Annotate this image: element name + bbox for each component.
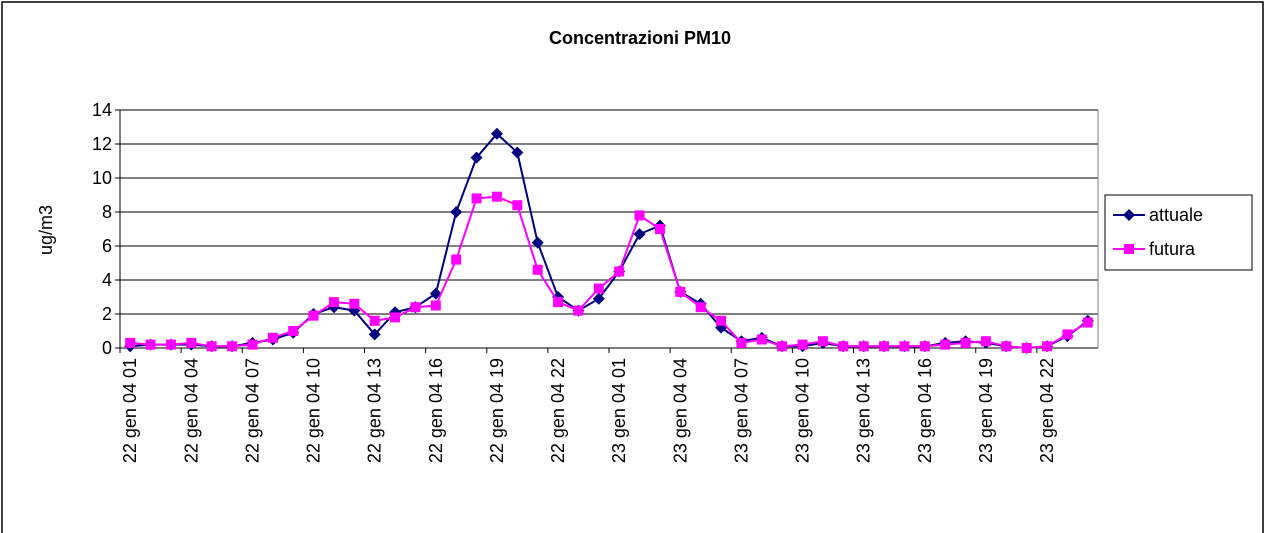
legend-box bbox=[1104, 194, 1253, 271]
data-point bbox=[125, 337, 136, 348]
x-tick-label: 22 gen 04 16 bbox=[426, 358, 446, 463]
data-point bbox=[817, 336, 828, 347]
data-point bbox=[450, 206, 463, 218]
data-point bbox=[349, 298, 360, 309]
data-point bbox=[308, 310, 319, 321]
x-tick-label: 23 gen 04 19 bbox=[976, 358, 996, 463]
data-point bbox=[675, 286, 686, 297]
data-point bbox=[980, 336, 991, 347]
data-point bbox=[1082, 317, 1093, 328]
x-tick-label: 23 gen 04 07 bbox=[731, 358, 751, 463]
data-point bbox=[247, 339, 258, 350]
data-point bbox=[368, 328, 381, 341]
data-point bbox=[634, 210, 645, 221]
data-point bbox=[592, 292, 605, 305]
x-tick-label: 22 gen 04 13 bbox=[365, 358, 385, 463]
data-point bbox=[940, 339, 951, 350]
data-point bbox=[899, 341, 910, 352]
data-point bbox=[879, 341, 890, 352]
y-tick-label: 0 bbox=[102, 338, 112, 358]
data-point bbox=[695, 302, 706, 313]
data-point bbox=[756, 334, 767, 345]
data-point bbox=[1062, 329, 1073, 340]
x-tick-label: 23 gen 04 16 bbox=[915, 358, 935, 463]
data-point bbox=[1021, 343, 1032, 353]
x-tick-label: 23 gen 04 01 bbox=[609, 358, 629, 463]
legend-label: attuale bbox=[1149, 205, 1203, 225]
data-point bbox=[960, 337, 971, 348]
data-point bbox=[777, 341, 788, 352]
data-point bbox=[532, 264, 543, 275]
data-point bbox=[614, 266, 625, 277]
data-point bbox=[531, 236, 544, 249]
data-point bbox=[471, 193, 482, 204]
data-point bbox=[390, 312, 401, 323]
data-point bbox=[858, 341, 869, 352]
data-point bbox=[716, 315, 727, 326]
data-point bbox=[490, 127, 503, 140]
y-tick-label: 2 bbox=[102, 304, 112, 324]
y-tick-label: 6 bbox=[102, 236, 112, 256]
data-point bbox=[1001, 341, 1012, 352]
data-point bbox=[491, 191, 502, 202]
data-point bbox=[369, 315, 380, 326]
data-point bbox=[511, 146, 524, 159]
data-point bbox=[573, 305, 584, 316]
data-point bbox=[512, 200, 523, 211]
data-point bbox=[227, 341, 238, 352]
data-point bbox=[328, 297, 339, 308]
x-tick-label: 23 gen 04 13 bbox=[854, 358, 874, 463]
chart-title: Concentrazioni PM10 bbox=[549, 28, 731, 48]
legend-marker bbox=[1123, 209, 1135, 221]
data-point bbox=[593, 283, 604, 294]
y-tick-label: 12 bbox=[92, 134, 112, 154]
data-point bbox=[919, 341, 930, 352]
y-tick-label: 4 bbox=[102, 270, 112, 290]
data-point bbox=[633, 228, 646, 241]
data-point bbox=[288, 326, 299, 336]
x-tick-label: 22 gen 04 04 bbox=[181, 358, 201, 463]
data-point bbox=[186, 337, 197, 348]
y-tick-label: 10 bbox=[92, 168, 112, 188]
data-point bbox=[165, 339, 176, 350]
x-tick-label: 22 gen 04 22 bbox=[548, 358, 568, 463]
data-point bbox=[470, 151, 483, 164]
y-axis-label: ug/m3 bbox=[36, 205, 56, 255]
data-point bbox=[451, 254, 462, 265]
x-tick-label: 22 gen 04 19 bbox=[487, 358, 507, 463]
x-tick-label: 22 gen 04 10 bbox=[304, 358, 324, 463]
data-point bbox=[410, 302, 421, 313]
x-tick-label: 22 gen 04 01 bbox=[120, 358, 140, 463]
y-tick-label: 8 bbox=[102, 202, 112, 222]
data-point bbox=[267, 332, 278, 343]
data-point bbox=[145, 339, 156, 350]
data-point bbox=[1042, 341, 1053, 352]
x-tick-label: 23 gen 04 10 bbox=[793, 358, 813, 463]
data-point bbox=[430, 300, 441, 311]
legend-marker bbox=[1124, 244, 1134, 254]
data-point bbox=[838, 341, 849, 352]
x-tick-label: 22 gen 04 07 bbox=[242, 358, 262, 463]
data-point bbox=[206, 341, 217, 352]
data-point bbox=[797, 339, 808, 350]
y-tick-label: 14 bbox=[92, 100, 112, 120]
x-tick-label: 23 gen 04 22 bbox=[1037, 358, 1057, 463]
legend-label: futura bbox=[1149, 239, 1196, 259]
data-point bbox=[654, 224, 665, 234]
data-point bbox=[736, 337, 747, 348]
x-tick-label: 23 gen 04 04 bbox=[670, 358, 690, 463]
data-point bbox=[553, 297, 564, 308]
